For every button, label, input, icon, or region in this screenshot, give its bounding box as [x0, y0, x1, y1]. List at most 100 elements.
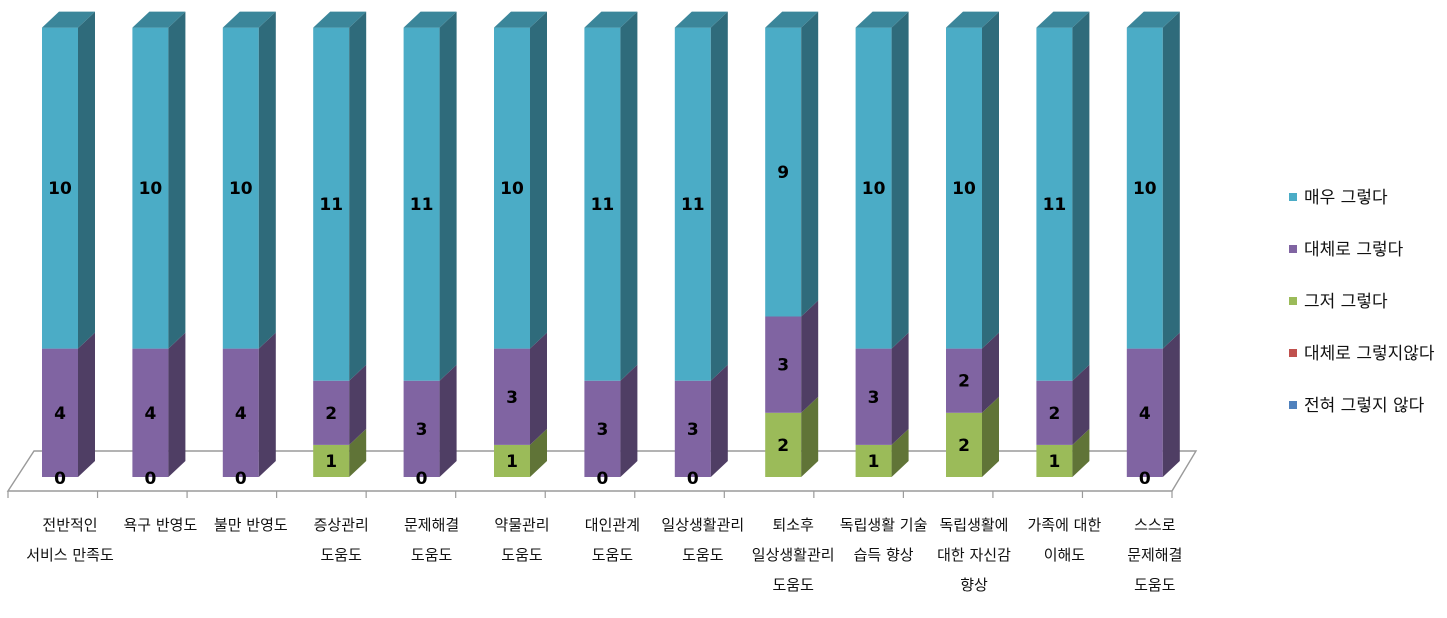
data-label: 1: [1048, 452, 1060, 472]
data-label: 3: [687, 420, 699, 440]
data-label-zero: 0: [235, 469, 247, 489]
data-label: 2: [958, 372, 970, 392]
bar-segment: [1036, 27, 1073, 381]
bar-segment: [946, 348, 982, 413]
bar-segment: [765, 27, 802, 317]
bars-group: [42, 11, 1180, 477]
data-label: 1: [506, 452, 518, 472]
data-label-zero: 0: [1139, 469, 1151, 489]
category-label: 약물관리: [494, 516, 549, 534]
category-label: 독립생활에: [939, 516, 1008, 534]
bar-segment: [313, 444, 350, 477]
category-label: 서비스 만족도: [26, 546, 114, 564]
bar-top-face: [403, 11, 457, 28]
bar-segment: [765, 412, 802, 477]
bar-top-face: [1036, 11, 1090, 28]
category-label: 증상관리: [314, 516, 369, 534]
bar-segment-side: [349, 428, 367, 477]
bar-segment-side: [168, 332, 186, 477]
data-label: 3: [506, 388, 518, 408]
bar-segment-side: [258, 11, 276, 349]
bar-segment-side: [439, 11, 457, 381]
bar-segment: [855, 444, 892, 477]
data-label: 10: [952, 179, 976, 199]
category-label: 습득 향상: [854, 546, 914, 564]
bar-segment-side: [258, 332, 276, 477]
bar-segment-side: [530, 11, 547, 349]
bar-top-face: [946, 11, 999, 28]
data-label: 4: [1139, 404, 1151, 424]
bar-segment: [946, 27, 982, 349]
bar-segment: [494, 348, 530, 445]
data-label: 10: [229, 179, 253, 199]
category-label: 욕구 반영도: [124, 516, 198, 534]
bar-segment: [403, 27, 440, 381]
legend-swatch: [1289, 401, 1297, 409]
data-label: 10: [500, 179, 524, 199]
legend-label: 대체로 그렇지않다: [1304, 344, 1435, 364]
category-label: 대인관계: [585, 516, 640, 534]
data-label: 11: [1043, 195, 1067, 215]
bar-segment-side: [168, 11, 186, 349]
bar-segment-side: [982, 332, 999, 413]
data-label: 4: [144, 404, 156, 424]
legend-swatch: [1289, 297, 1297, 305]
data-label: 11: [591, 195, 615, 215]
bar-segment-side: [1072, 428, 1090, 477]
data-label: 11: [319, 195, 343, 215]
bar-segment-side: [801, 11, 819, 317]
category-label: 가족에 대한: [1028, 516, 1102, 534]
bar-segment: [1036, 380, 1073, 445]
bar-segment-side: [801, 300, 819, 413]
bar-segment-side: [530, 332, 547, 445]
category-label: 문제해결: [404, 516, 459, 534]
bar-segment: [584, 380, 621, 477]
bar-top-face: [494, 11, 547, 28]
category-label: 독립생활 기술: [840, 516, 928, 534]
bar-top-face: [222, 11, 276, 28]
bar-segment-side: [620, 11, 638, 381]
bar-segment: [855, 348, 892, 445]
bar-segment: [222, 27, 259, 349]
data-label-zero: 0: [687, 469, 699, 489]
bar-segment: [1126, 27, 1163, 349]
bar-segment-side: [891, 11, 909, 349]
category-label: 도움도: [320, 546, 362, 564]
bar-segment-side: [982, 11, 999, 349]
bar-segment-side: [349, 364, 367, 445]
category-label: 도움도: [682, 546, 724, 564]
bar-segment: [494, 27, 530, 349]
legend-swatch: [1289, 245, 1297, 253]
bar-segment: [42, 27, 78, 349]
bar-segment: [494, 444, 530, 477]
data-label: 3: [416, 420, 428, 440]
bar-segment: [1126, 348, 1163, 477]
category-label: 대한 자신감: [937, 546, 1011, 564]
bar-segment: [132, 27, 169, 349]
bar-segment-side: [1162, 332, 1180, 477]
category-label: 도움도: [772, 576, 814, 594]
data-label: 10: [1133, 179, 1157, 199]
bar-top-face: [313, 11, 367, 28]
bar-top-face: [855, 11, 909, 28]
bar-segment: [313, 380, 350, 445]
bar-top-face: [132, 11, 186, 28]
bar-segment-side: [78, 11, 95, 349]
data-label: 1: [868, 452, 880, 472]
bar-segment: [584, 27, 621, 381]
bar-segment: [855, 27, 892, 349]
bar-segment-side: [891, 428, 909, 477]
legend-label: 매우 그렇다: [1304, 188, 1388, 208]
bar-segment: [403, 380, 440, 477]
category-label: 문제해결: [1127, 546, 1182, 564]
bar-segment-side: [891, 332, 909, 445]
bar-segment: [132, 348, 169, 477]
bar-segment-side: [620, 364, 638, 477]
bar-segment: [1036, 444, 1073, 477]
category-label: 일상생활관리: [752, 546, 835, 564]
bar-segment-side: [78, 332, 95, 477]
bar-segment: [313, 27, 350, 381]
legend-label: 전혀 그렇지 않다: [1304, 396, 1425, 416]
category-label: 향상: [960, 576, 988, 594]
bar-segment: [222, 348, 259, 477]
